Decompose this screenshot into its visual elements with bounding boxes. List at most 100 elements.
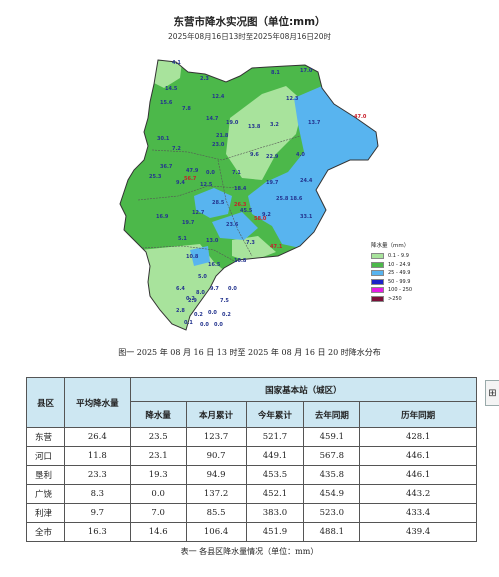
legend-label: 10 - 24.9: [388, 261, 411, 268]
station-value-label: 4.0: [296, 152, 305, 158]
station-value-label: 2.9: [188, 298, 197, 304]
station-value-label: 56.7: [184, 176, 197, 182]
value-cell: 488.1: [303, 522, 361, 542]
value-cell: 446.1: [359, 465, 477, 485]
legend-label: 0.1 - 9.9: [388, 253, 409, 260]
table-row: 垦利 23.3 19.3 94.9 453.5 435.8 446.1: [26, 465, 477, 485]
value-cell: 85.5: [185, 503, 247, 523]
table-row: 全市 16.3 14.6 106.4 451.9 488.1 439.4: [26, 522, 477, 542]
station-value-label: 0.2: [186, 296, 195, 302]
region-cell: 垦利: [26, 465, 65, 485]
border-dongying-guangrao: [141, 245, 237, 263]
station-value-label: 14.7: [206, 116, 219, 122]
value-cell: 454.9: [303, 484, 361, 504]
station-value-label: 19.0: [226, 120, 239, 126]
region-blue-east: [248, 86, 378, 248]
station-value-label: 13.8: [248, 124, 261, 130]
station-value-label: 6.4: [176, 286, 185, 292]
station-value-label: 4.1: [172, 60, 181, 66]
station-value-label: 8.1: [271, 70, 280, 76]
station-value-label: 5.1: [178, 236, 187, 242]
station-value-label: 12.3: [286, 96, 299, 102]
region-cell: 广饶: [26, 484, 65, 504]
value-cell: 428.1: [359, 427, 477, 447]
table-row: 东营 26.4 23.5 123.7 521.7 459.1 428.1: [26, 427, 477, 447]
value-cell: 452.1: [245, 484, 305, 504]
legend-swatch: [371, 278, 384, 285]
legend-swatch: [371, 270, 384, 277]
station-value-label: 25.8: [276, 196, 289, 202]
table-header-region: 县区: [26, 377, 65, 428]
value-cell: 9.7: [63, 503, 131, 523]
station-value-label: 18.6: [290, 196, 303, 202]
station-value-label: 47.1: [270, 244, 283, 250]
region-blue-southwest: [190, 246, 210, 266]
table-header-last-year: 去年同期: [303, 401, 361, 428]
station-value-label: 7.1: [232, 170, 241, 176]
value-cell: 383.0: [245, 503, 305, 523]
station-value-label: 26.3: [234, 202, 247, 208]
map-subtitle: 2025年08月16日13时至2025年08月16日20时: [168, 32, 331, 41]
value-cell: 26.4: [63, 427, 131, 447]
station-value-label: 9.4: [176, 180, 185, 186]
side-panel-toggle-icon[interactable]: ⊞: [485, 380, 499, 406]
value-cell: 94.9: [185, 465, 247, 485]
value-cell: 567.8: [303, 446, 361, 466]
legend-items: 0.1 - 9.9 10 - 24.9 25 - 49.9 50 - 99.9 100 …: [371, 252, 441, 303]
station-value-label: 33.1: [300, 214, 313, 220]
value-cell: 23.5: [129, 427, 187, 447]
value-cell: 443.2: [359, 484, 477, 504]
station-value-label: 45.5: [240, 208, 253, 214]
station-value-label: 0.2: [194, 312, 203, 318]
map-title: 东营市降水实况图（单位:mm）: [173, 16, 326, 28]
legend-label: 50 - 99.9: [388, 278, 411, 285]
value-cell: 439.4: [359, 522, 477, 542]
value-cell: 523.0: [303, 503, 361, 523]
station-value-label: 0.1: [184, 320, 193, 326]
legend-item: 10 - 24.9: [371, 261, 441, 270]
table-row: 河口 11.8 23.1 90.7 449.1 567.8 446.1: [26, 446, 477, 466]
legend-swatch: [371, 253, 384, 260]
station-value-label: 30.1: [157, 136, 170, 142]
region-cell: 利津: [26, 503, 65, 523]
station-value-label: 12.5: [200, 182, 213, 188]
rainfall-map: 4.1 2.3 14.5 12.4 15.6 7.8 8.1 17.0 14.7 19.0 21.8…: [119, 59, 379, 331]
border-lijin-dongying: [137, 185, 241, 201]
region-blue-center: [194, 188, 232, 218]
station-value-label: 0.2: [222, 312, 231, 318]
station-value-label: 16.5: [208, 262, 221, 268]
legend-swatch: [371, 287, 384, 294]
station-value-label: 12.7: [192, 210, 205, 216]
station-value-label: 22.9: [266, 154, 279, 160]
value-cell: 16.3: [63, 522, 131, 542]
station-value-label: 47.9: [186, 168, 199, 174]
value-cell: 11.8: [63, 446, 131, 466]
station-value-label: 47.0: [354, 114, 367, 120]
table-header-rainfall: 降水量: [129, 401, 187, 428]
value-cell: 106.4: [185, 522, 247, 542]
value-cell: 19.3: [129, 465, 187, 485]
region-light-center: [226, 86, 304, 180]
station-value-label: 7.5: [220, 298, 229, 304]
value-cell: 446.1: [359, 446, 477, 466]
rainfall-regions: [120, 60, 378, 330]
rainfall-table: 县区 平均降水量 国家基本站（城区） 降水量 本月累计 今年累计 去年同期 历年…: [26, 377, 478, 542]
value-cell: 451.9: [245, 522, 305, 542]
legend-swatch: [371, 295, 384, 302]
value-cell: 433.4: [359, 503, 477, 523]
region-light-southeast: [232, 236, 276, 262]
station-value-label: 0.0: [228, 286, 237, 292]
station-value-label: 2.3: [200, 76, 209, 82]
table-body: 东营 26.4 23.5 123.7 521.7 459.1 428.1 河口 11.8 23.1…: [26, 427, 477, 542]
station-value-label: 24.4: [300, 178, 313, 184]
station-value-label: 7.8: [182, 106, 191, 112]
value-cell: 23.1: [129, 446, 187, 466]
region-cell: 全市: [26, 522, 65, 542]
value-cell: 459.1: [303, 427, 361, 447]
station-value-label: 12.4: [212, 94, 225, 100]
value-cell: 137.2: [185, 484, 247, 504]
table-row: 利津 9.7 7.0 85.5 383.0 523.0 433.4: [26, 503, 477, 523]
legend-item: 100 - 250: [371, 286, 441, 295]
county-borders: [137, 135, 301, 263]
table-header-historical: 历年同期: [359, 401, 477, 428]
